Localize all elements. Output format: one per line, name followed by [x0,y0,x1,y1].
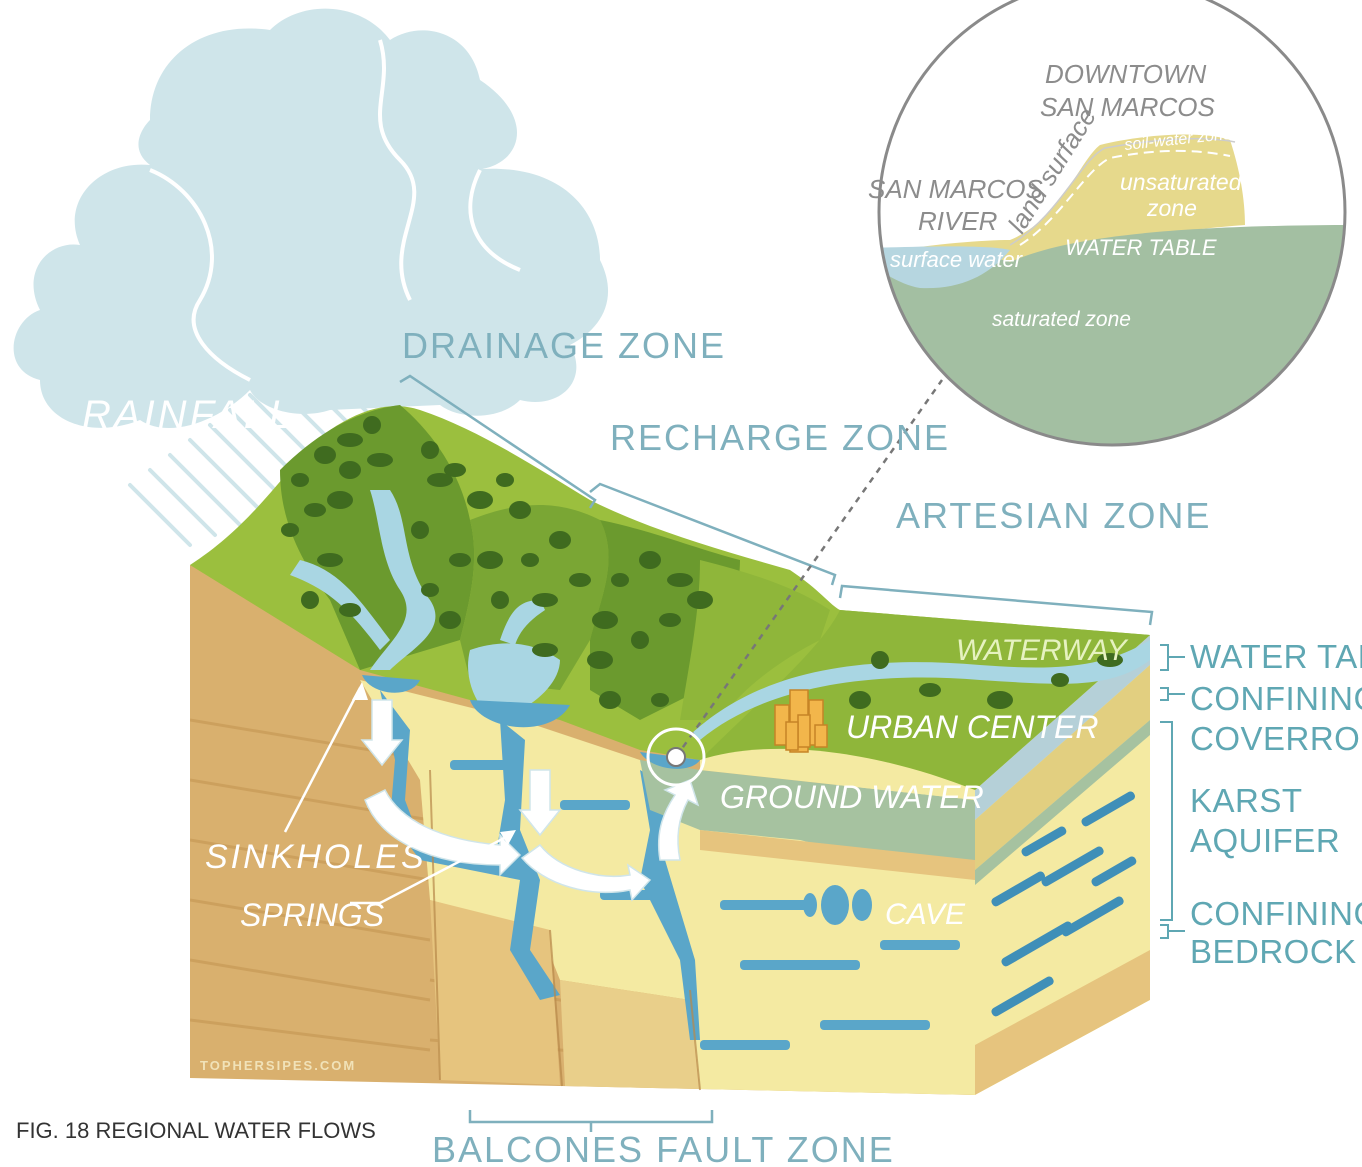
balcones-fault-zone-label: BALCONES FAULT ZONE [432,1129,895,1167]
tree-clump [449,553,471,567]
tree-clump [304,503,326,517]
tree-clump [496,473,514,487]
tree-clump [439,611,461,629]
tree-clump [291,473,309,487]
tree-clump [667,573,693,587]
tree-clump [467,491,493,509]
inset-river-label-1: SAN MARCOS [868,174,1043,204]
rain-cloud [13,8,609,429]
tree-clump [919,683,941,697]
ground-water-label: GROUND WATER [720,779,984,815]
cave-label: CAVE [885,898,966,931]
tree-clump [569,573,591,587]
tree-clump [337,433,363,447]
tree-clusters [281,416,1123,709]
tree-clump [532,643,558,657]
tree-clump [631,631,649,649]
zone-brackets [399,374,1154,1132]
waterway-label: WATERWAY [956,634,1129,667]
inset-focus-dot [666,747,686,767]
tree-clump [687,591,713,609]
tree-clump [477,551,503,569]
inset-river-label-2: RIVER [918,206,997,236]
tree-clump [301,591,319,609]
inset-unsaturated-label-2: zone [1146,195,1197,221]
tree-clump [339,603,361,617]
block-side-face [975,635,1150,1095]
tree-clump [592,611,618,629]
tree-clump [1051,673,1069,687]
flow-arrows [360,699,700,902]
urban-center-buildings [774,689,828,753]
tree-clump [421,583,439,597]
recharge-zone-label: RECHARGE ZONE [610,417,950,458]
inset-water-table-label: WATER TABLE [1065,235,1217,260]
tree-clump [421,441,439,459]
sinkholes-label: SINKHOLES [205,838,427,876]
tree-clump [444,463,466,477]
tree-clump [611,573,629,587]
tree-clump [509,501,531,519]
tree-clump [363,416,381,434]
confining-bedrock-label-2: BEDROCK [1190,933,1357,970]
karst-aquifer-label-1: KARST [1190,782,1303,819]
figure-caption: FIG. 18 REGIONAL WATER FLOWS [16,1118,376,1143]
inset-unsaturated-label-1: unsaturated [1120,169,1243,195]
tree-clump [549,531,571,549]
tree-clump [317,553,343,567]
tree-clump [659,613,681,627]
tree-clump [871,651,889,669]
tree-clump [411,521,429,539]
drainage-zone-label: DRAINAGE ZONE [402,325,726,366]
tree-clump [1097,653,1123,667]
tree-clump [587,651,613,669]
tree-clump [427,473,453,487]
callout-lines [283,687,511,905]
confining-coverrock-label-1: CONFINING [1190,680,1362,717]
tree-clump [599,691,621,709]
rainfall-label: RAINFALL [82,393,294,437]
tree-clump [532,593,558,607]
side-brackets [1160,644,1185,939]
artesian-zone-label: ARTESIAN ZONE [896,495,1211,536]
credit-text: TOPHERSIPES.COM [200,1058,356,1073]
tree-clump [987,691,1013,709]
inset-cross-section [877,0,1347,447]
tree-clump [639,551,661,569]
inset-connector [674,379,944,758]
sinkholes-arrowhead [352,682,368,700]
inset-surface-water-label: surface water [890,247,1024,272]
tree-clump [281,523,299,537]
tree-clump [327,491,353,509]
karst-aquifer-label-2: AQUIFER [1190,822,1340,859]
tree-clump [651,693,669,707]
tree-clump [314,446,336,464]
confining-coverrock-label-2: COVERROCK [1190,720,1362,757]
water-table-side-label: WATER TABLE [1190,638,1362,675]
urban-center-label: URBAN CENTER [846,709,1098,745]
confining-bedrock-label-1: CONFINING [1190,895,1362,932]
tree-clump [339,461,361,479]
tree-clump [367,453,393,467]
inset-downtown-label-1: DOWNTOWN [1045,59,1206,89]
inset-saturated-label: saturated zone [992,308,1131,331]
inset-focus-ring [646,727,706,787]
tree-clump [521,553,539,567]
springs-arrowhead [500,830,516,845]
tree-clump [849,691,871,709]
inset-downtown-label-2: SAN MARCOS [1040,92,1215,122]
tree-clump [491,591,509,609]
